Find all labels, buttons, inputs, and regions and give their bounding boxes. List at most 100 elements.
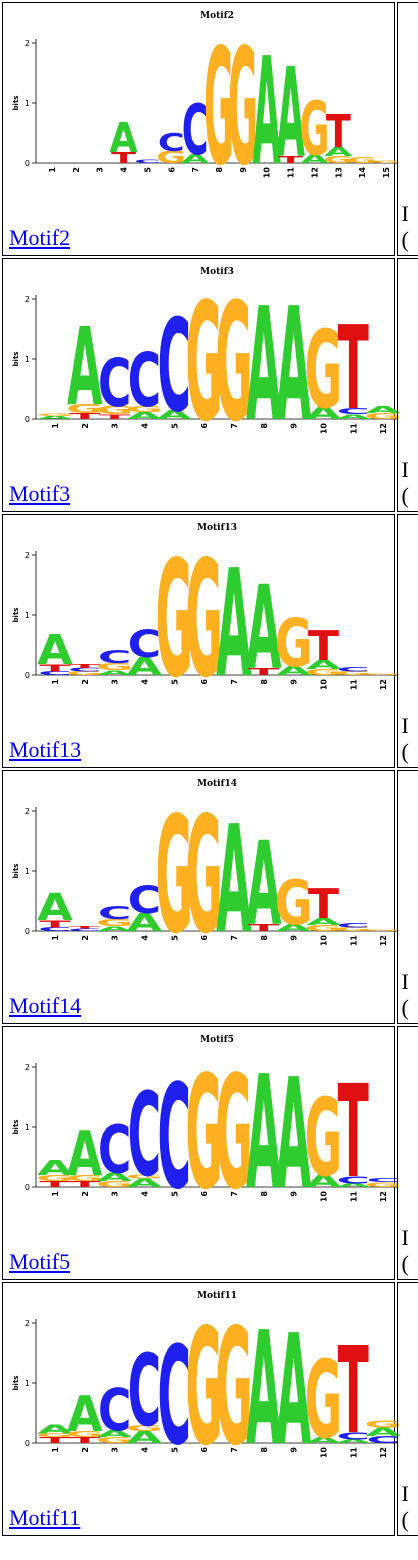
logo-letter-C: C	[128, 1069, 162, 1203]
logo-letter-T: T	[248, 922, 280, 934]
motif-link[interactable]: Motif13	[9, 737, 82, 762]
motif-info-cell: I(	[396, 770, 418, 1024]
motif-link[interactable]: Motif5	[9, 1249, 71, 1274]
logo-letter-A: A	[276, 275, 311, 439]
logo-letter-G: G	[334, 926, 372, 932]
logo-letter-A: A	[336, 1438, 371, 1444]
x-tick-label: 11	[349, 1191, 358, 1203]
y-tick-label: 2	[25, 1319, 30, 1328]
motif-row: Motif5 0 1 2 bits T G A 1 T G A 2 G A C 3 A G C 4 C 5 G 6 G 7 A 8 A 9 A…	[2, 1026, 418, 1280]
logo-letter-G: G	[66, 1429, 104, 1439]
y-tick-label: 1	[25, 99, 30, 108]
motif-info-cell: I(	[396, 1282, 418, 1536]
logo-letter-G: G	[96, 661, 133, 673]
x-tick-label: 11	[349, 679, 358, 691]
motif-info-cell: I(	[396, 514, 418, 768]
logo-letter-G: G	[96, 403, 134, 416]
x-tick-label: 5	[170, 679, 179, 685]
logo-letter-A: A	[246, 1299, 281, 1463]
logo-letter-G: G	[66, 1173, 104, 1183]
logo-letter-C: C	[68, 928, 102, 932]
x-tick-label: 9	[290, 679, 299, 685]
logo-letter-G: G	[364, 1418, 401, 1430]
logo-letter-A: A	[37, 886, 72, 930]
x-tick-label: 6	[200, 423, 209, 429]
motif-cell: Motif13 0 1 2 bits C T A 1 G C T 2 A G C 3 A C 4 G 5 G 6 A 7 T A 8 A G…	[2, 514, 401, 768]
motif-row: Motif13 0 1 2 bits C T A 1 G C T 2 A G C 3 A C 4 G 5 G 6 A 7 T A 8 A G…	[2, 514, 418, 768]
x-tick-label: 7	[230, 423, 239, 429]
y-tick-label: 1	[25, 1379, 30, 1388]
logo-letter-G: G	[364, 673, 401, 675]
logo-letter-C: C	[68, 667, 102, 673]
y-tick-label: 0	[25, 671, 30, 680]
logo-title: Motif3	[200, 267, 234, 277]
x-tick-label: 10	[319, 679, 328, 691]
logo-letter-G: G	[364, 411, 401, 421]
logo-letter-A: A	[97, 1428, 133, 1440]
logo-letter-T: T	[278, 154, 304, 165]
x-tick-label: 2	[81, 1191, 90, 1197]
logo-letter-A: A	[127, 1428, 163, 1447]
x-tick-label: 8	[260, 423, 269, 429]
x-tick-label: 2	[81, 423, 90, 429]
y-tick-label: 0	[25, 1439, 30, 1448]
logo-letter-A: A	[37, 415, 72, 420]
y-axis-label: bits	[12, 1120, 20, 1135]
y-axis-label: bits	[12, 96, 20, 111]
logo-letter-C: C	[336, 665, 370, 673]
logo-letter-T: T	[39, 918, 71, 930]
logo-letter-T: T	[39, 1435, 71, 1445]
x-tick-label: 4	[140, 1447, 149, 1453]
logo-letter-A: A	[67, 1386, 103, 1443]
x-tick-label: 13	[334, 167, 343, 178]
logo-letter-C: C	[134, 159, 161, 164]
y-tick-label: 2	[25, 551, 30, 560]
y-tick-label: 2	[25, 1063, 30, 1072]
logo-title: Motif14	[197, 779, 237, 789]
logo-letter-C: C	[157, 1317, 191, 1463]
truncated-text: (	[401, 227, 409, 252]
logo-letter-A: A	[97, 669, 133, 677]
motif-info-cell: I(	[396, 258, 418, 512]
logo-letter-C: C	[366, 1434, 400, 1446]
motif-link[interactable]: Motif11	[9, 1505, 81, 1530]
x-tick-label: 1	[51, 1447, 60, 1453]
logo-letter-G: G	[155, 527, 193, 695]
x-tick-label: 5	[170, 423, 179, 429]
logo-letter-A: A	[253, 27, 281, 183]
x-tick-label: 12	[379, 423, 388, 434]
x-tick-label: 6	[200, 1447, 209, 1453]
y-tick-label: 0	[25, 159, 30, 168]
truncated-text: (	[401, 1507, 409, 1532]
x-tick-label: 6	[200, 1191, 209, 1197]
y-tick-label: 1	[25, 867, 30, 876]
motif-cell: Motif5 0 1 2 bits T G A 1 T G A 2 G A C 3 A G C 4 C 5 G 6 G 7 A 8 A 9 A…	[2, 1026, 401, 1280]
y-tick-label: 1	[25, 611, 30, 620]
x-tick-label: 3	[111, 679, 120, 685]
logo-letter-G: G	[228, 15, 258, 183]
x-tick-label: 8	[260, 1191, 269, 1197]
logo-letter-T: T	[39, 662, 71, 674]
logo-letter-A: A	[276, 43, 304, 183]
logo-letter-C: C	[157, 1055, 191, 1207]
logo-letter-T: T	[99, 413, 131, 421]
x-tick-label: 9	[290, 935, 299, 941]
logo-letter-C: C	[336, 1430, 370, 1442]
logo-letter-T: T	[338, 1058, 369, 1207]
motif-row: Motif11 0 1 2 bits T G A 1 T G A 2 G A C 3 A G C 4 C 5 G 6 G 7 A 8 A 9…	[2, 1282, 418, 1536]
logo-letter-A: A	[365, 404, 401, 416]
logo-letter-C: C	[336, 1174, 370, 1186]
x-tick-label: 12	[379, 679, 388, 690]
logo-title: Motif2	[200, 11, 234, 21]
logo-letter-A: A	[306, 916, 342, 928]
motif-link[interactable]: Motif2	[9, 225, 71, 250]
logo-letter-T: T	[338, 302, 369, 436]
logo-letter-C: C	[98, 903, 132, 924]
logo-letter-G: G	[215, 1295, 253, 1463]
logo-letter-C: C	[128, 878, 162, 922]
motif-link[interactable]: Motif3	[9, 481, 71, 506]
motif-link[interactable]: Motif14	[9, 993, 82, 1018]
logo-letter-C: C	[158, 129, 185, 157]
logo-letter-G: G	[36, 1432, 74, 1438]
